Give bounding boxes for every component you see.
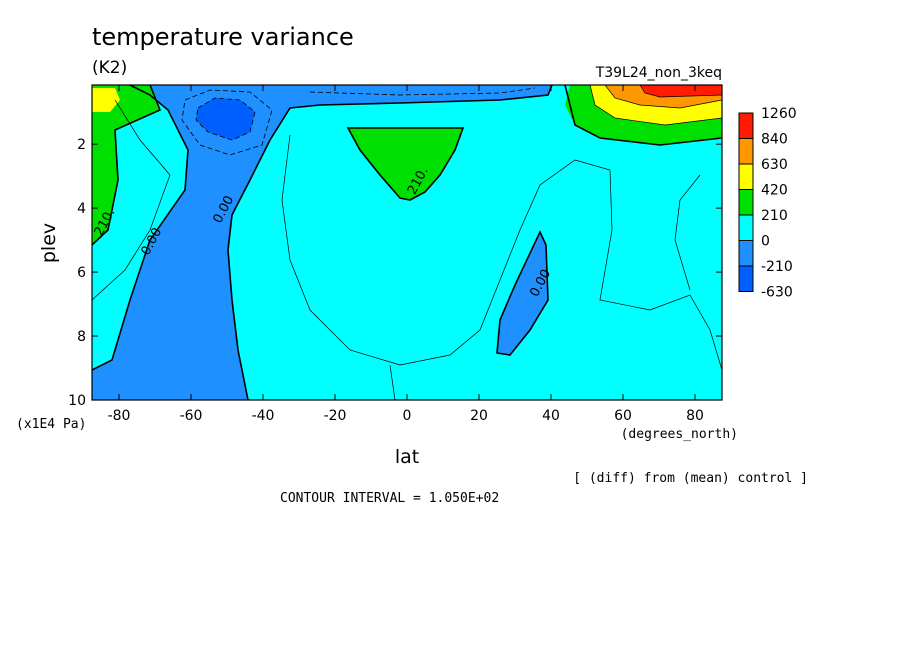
color-legend: 1260 840 630 420 210 0 -210 -630	[738, 106, 797, 301]
x-tick-label: -40	[252, 408, 275, 424]
legend-swatch	[738, 240, 754, 267]
negative-island	[497, 232, 548, 355]
thin-contour-cyan-1	[281, 134, 722, 371]
chart-title: temperature variance	[92, 23, 354, 51]
red-region-north	[640, 85, 722, 97]
positive-contour-west	[92, 85, 162, 246]
x-tick-label: 40	[542, 408, 560, 424]
x-tick-label: 60	[614, 408, 632, 424]
x-tick-label: 20	[470, 408, 488, 424]
thin-contour-north-2	[604, 85, 722, 109]
legend-swatch	[738, 163, 754, 190]
thin-contour-cyan-3	[389, 364, 396, 400]
y-tick-label: 10	[68, 393, 86, 409]
y-tick-label: 8	[77, 329, 86, 345]
legend-label: 1260	[761, 106, 797, 122]
thin-contour-cyan-4	[674, 174, 701, 291]
legend-label: 0	[761, 234, 770, 250]
y-axis-units: (x1E4 Pa)	[16, 417, 86, 432]
legend-swatch	[738, 189, 754, 216]
contour-interval: CONTOUR INTERVAL = 1.050E+02	[280, 491, 499, 506]
legend-label: 840	[761, 132, 788, 148]
x-tick-label: 80	[686, 408, 704, 424]
positive-region-west	[92, 85, 160, 245]
positive-region-centre	[348, 128, 463, 200]
legend-swatch	[738, 138, 754, 165]
y-tick-label: 6	[77, 265, 86, 281]
x-axis: -80 -60 -40 -20 0 20 40 60 80	[108, 85, 704, 424]
legend-label: 420	[761, 183, 788, 199]
x-axis-label: lat	[395, 446, 419, 468]
legend-label: -210	[761, 259, 793, 275]
negative-contour-blob	[195, 97, 256, 141]
x-axis-units: (degrees_north)	[621, 427, 738, 442]
legend-label: 210	[761, 208, 788, 224]
y-axis-label: plev	[38, 223, 60, 263]
plot-area	[92, 85, 722, 400]
thin-contour-cyan-2	[92, 99, 171, 301]
thin-contour-north-3	[639, 85, 722, 98]
legend-swatch	[738, 112, 754, 139]
zero-contour-line-mid	[227, 85, 553, 400]
x-tick-label: -60	[180, 408, 203, 424]
x-tick-label: 0	[403, 408, 412, 424]
legend-swatch	[738, 214, 754, 241]
thin-contour-north-1	[589, 85, 722, 126]
x-tick-label: -20	[324, 408, 347, 424]
zero-contour-line-island	[496, 230, 549, 356]
y-tick-label: 4	[77, 201, 86, 217]
run-label: T39L24_non_3keq	[595, 65, 722, 81]
legend-swatch	[738, 265, 754, 292]
diff-note: [ (diff) from (mean) control ]	[573, 471, 808, 486]
legend-label: -630	[761, 285, 793, 301]
chart-units: (K2)	[92, 58, 127, 78]
y-axis: 2 4 6 8 10	[68, 137, 722, 409]
positive-contour-north	[564, 85, 722, 146]
legend-label: 630	[761, 157, 788, 173]
negative-region-west	[92, 85, 552, 400]
negative-contour-blob-outer	[181, 89, 273, 156]
strong-negative-blob	[196, 98, 255, 140]
negative-contour-top	[309, 87, 536, 96]
positive-contour-centre	[346, 127, 465, 201]
y-tick-label: 2	[77, 137, 86, 153]
yellow-region-west	[92, 88, 120, 112]
x-tick-label: -80	[108, 408, 131, 424]
